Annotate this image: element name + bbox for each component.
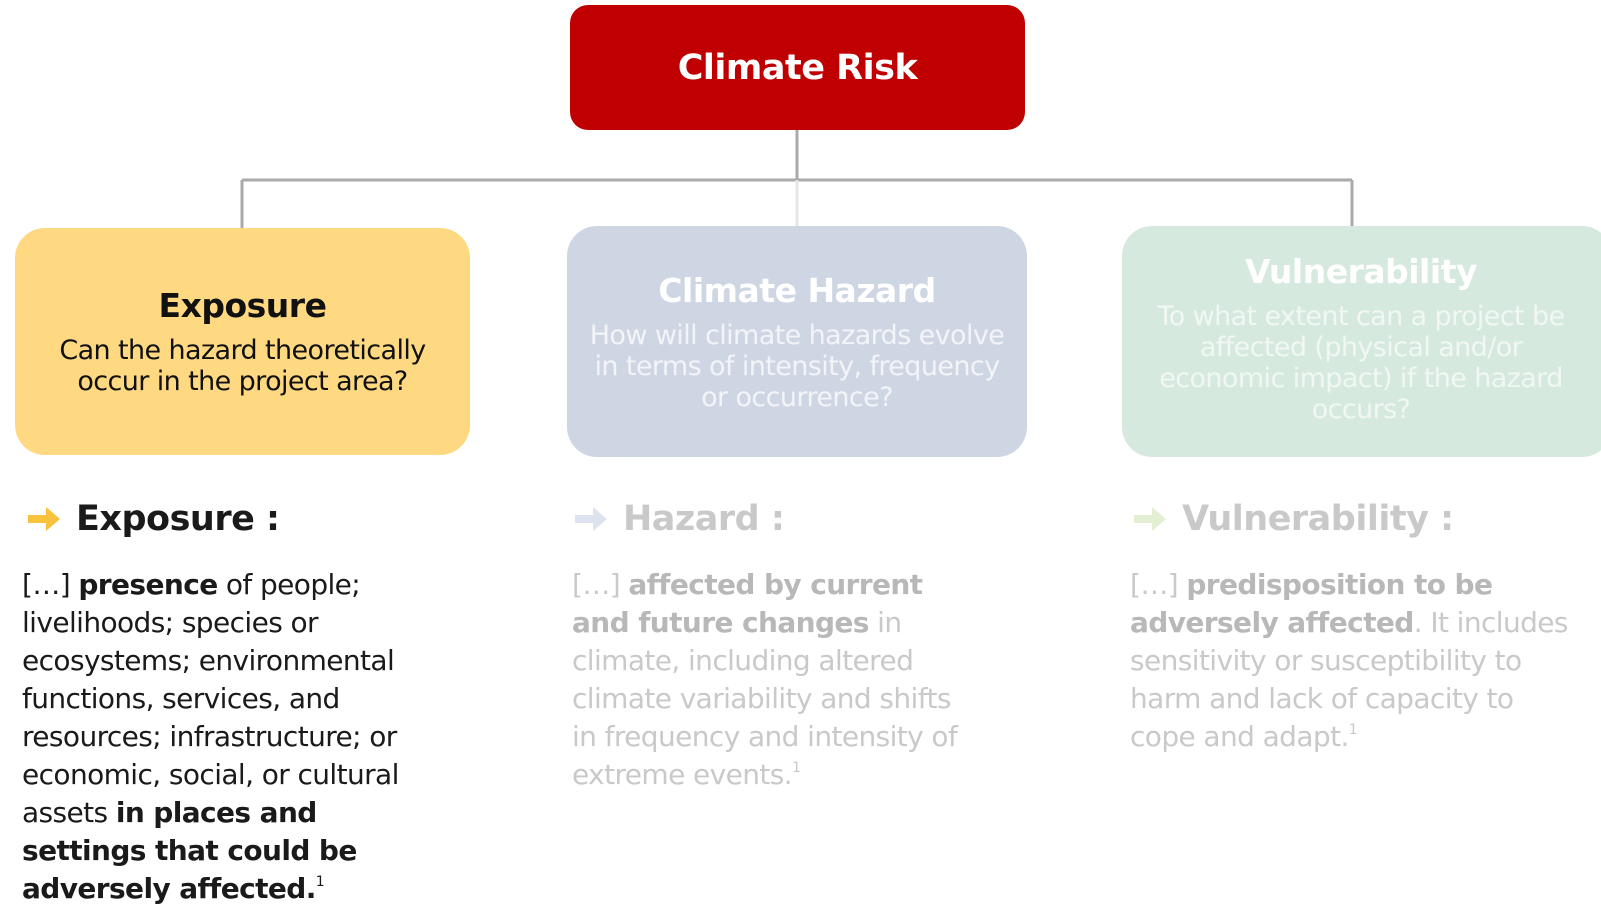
definition-heading: Hazard : xyxy=(573,496,785,542)
text: . It includes sensitivity or susceptibil… xyxy=(1130,606,1568,753)
node-question: How will climate hazards evolve in terms… xyxy=(589,319,1005,413)
arrow-icon xyxy=(575,507,607,531)
text: of people; livelihoods; species or ecosy… xyxy=(22,568,399,829)
definition-body: […] presence of people; livelihoods; spe… xyxy=(22,566,442,908)
footnote: 1 xyxy=(792,760,801,776)
footnote: 1 xyxy=(315,874,325,890)
definition-heading: Exposure : xyxy=(26,496,280,542)
footnote: 1 xyxy=(1348,722,1358,738)
arrow-icon xyxy=(28,507,60,531)
text: […] xyxy=(1130,568,1187,601)
node-question: Can the hazard theoretically occur in th… xyxy=(59,335,426,397)
definition-body: […] affected by current and future chang… xyxy=(572,566,972,794)
node-title: Climate Hazard xyxy=(658,270,936,310)
node: Exposure Can the hazard theoretically oc… xyxy=(15,228,470,455)
node: Vulnerability To what extent can a proje… xyxy=(1122,226,1601,457)
text: […] xyxy=(22,568,79,601)
definition-body: […] predisposition to be adversely affec… xyxy=(1130,566,1570,756)
node-title: Exposure xyxy=(158,286,327,325)
heading-text: Vulnerability : xyxy=(1182,499,1454,539)
definition-heading: Vulnerability : xyxy=(1132,496,1454,542)
heading-text: Hazard : xyxy=(623,499,785,539)
bold-text: affected by current and future changes xyxy=(572,568,923,639)
heading-text: Exposure : xyxy=(76,499,280,539)
bold-text: presence xyxy=(78,568,218,601)
node-title: Vulnerability xyxy=(1245,252,1477,291)
bold-text: predisposition to be adversely affected xyxy=(1130,568,1493,639)
node-question: To what extent can a project be affected… xyxy=(1157,301,1565,425)
bold-text: in places and settings that could be adv… xyxy=(22,796,357,905)
text: in climate, including altered climate va… xyxy=(572,606,958,791)
text: […] xyxy=(572,568,629,601)
node: Climate Hazard How will climate hazards … xyxy=(567,226,1027,457)
root-node: Climate Risk xyxy=(570,5,1025,130)
arrow-icon xyxy=(1134,507,1166,531)
